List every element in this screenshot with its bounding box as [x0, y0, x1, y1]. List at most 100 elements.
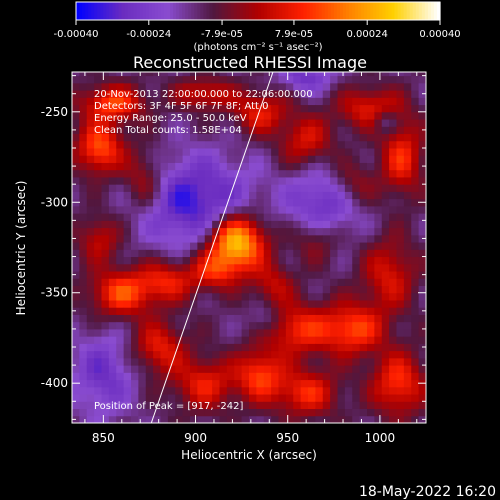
heatmap-cell [108, 307, 117, 315]
heatmap-cell [101, 372, 110, 381]
heatmap-cell [330, 82, 338, 91]
heatmap-cell [212, 357, 220, 366]
heatmap-cell [197, 299, 206, 308]
heatmap-cell [308, 292, 316, 301]
heatmap-cell [234, 343, 243, 352]
heatmap-cell [418, 140, 426, 149]
heatmap-cell [396, 72, 405, 77]
heatmap-cell [249, 307, 257, 315]
heatmap-cell [374, 169, 383, 178]
heatmap-cell [234, 271, 243, 279]
heatmap-cell [403, 336, 412, 344]
heatmap-cell [293, 386, 302, 395]
heatmap-cell [249, 155, 257, 163]
heatmap-cell [411, 271, 420, 279]
heatmap-cell [204, 242, 213, 250]
heatmap-cell [101, 343, 110, 352]
heatmap-cell [330, 169, 338, 178]
heatmap-cell [212, 415, 220, 423]
heatmap-cell [367, 415, 375, 423]
heatmap-cell [204, 198, 213, 207]
heatmap-cell [308, 162, 316, 171]
heatmap-cell [352, 285, 361, 294]
heatmap-cell [381, 263, 390, 272]
heatmap-cell [212, 162, 220, 171]
heatmap-cell [263, 271, 272, 279]
heatmap-cell [241, 321, 250, 330]
heatmap-cell [374, 292, 383, 301]
heatmap-cell [116, 234, 125, 243]
colorbar-cell [391, 2, 396, 20]
heatmap-cell [131, 415, 139, 423]
heatmap-cell [101, 292, 110, 301]
heatmap-cell [153, 299, 161, 308]
heatmap-cell [330, 205, 338, 214]
heatmap-cell [381, 249, 390, 258]
heatmap-cell [381, 75, 390, 84]
heatmap-cell [226, 119, 235, 127]
heatmap-cell [344, 394, 353, 402]
heatmap-cell [160, 72, 169, 77]
heatmap-cell [160, 401, 169, 410]
heatmap-cell [182, 379, 191, 388]
heatmap-cell [374, 314, 383, 323]
heatmap-cell [359, 155, 368, 163]
heatmap-cell [330, 75, 338, 84]
heatmap-cell [374, 133, 383, 142]
heatmap-cell [278, 336, 287, 344]
heatmap-cell [145, 299, 154, 308]
heatmap-cell [330, 220, 338, 229]
heatmap-cell [249, 415, 257, 423]
heatmap-cell [79, 357, 88, 366]
heatmap-cell [160, 379, 169, 388]
heatmap-cell [167, 198, 176, 207]
heatmap-cell [344, 343, 353, 352]
heatmap-cell [403, 162, 412, 171]
heatmap-cell [396, 140, 405, 149]
heatmap-cell [344, 234, 353, 243]
heatmap-cell [212, 336, 220, 344]
heatmap-cell [182, 234, 191, 243]
heatmap-cell [403, 401, 412, 410]
heatmap-cell [219, 357, 228, 366]
heatmap-cell [293, 90, 302, 98]
heatmap-cell [79, 133, 88, 142]
heatmap-cell [123, 205, 132, 214]
heatmap-cell [153, 242, 161, 250]
heatmap-cell [256, 220, 265, 229]
colorbar: -0.00040 -0.00024 -7.9e-05 7.9e-05 0.00024 0.… [54, 1, 461, 53]
heatmap-cell [167, 379, 176, 388]
heatmap-cell [131, 314, 139, 323]
heatmap-cell [79, 386, 88, 395]
heatmap-cell [175, 162, 184, 171]
heatmap-cell [389, 133, 397, 142]
heatmap-cell [167, 97, 176, 106]
heatmap-cell [108, 365, 117, 373]
heatmap-cell [271, 119, 279, 127]
heatmap-cell [167, 162, 176, 171]
heatmap-cell [167, 205, 176, 214]
heatmap-cell [374, 162, 383, 171]
heatmap-cell [86, 126, 95, 135]
heatmap-cell [234, 357, 243, 366]
heatmap-cell [330, 408, 338, 417]
heatmap-cell [330, 256, 338, 265]
heatmap-cell [94, 176, 102, 185]
heatmap-cell [234, 176, 243, 185]
heatmap-cell [204, 386, 213, 395]
heatmap-cell [219, 292, 228, 301]
heatmap-cell [204, 401, 213, 410]
heatmap-cell [175, 328, 184, 337]
heatmap-cell [396, 394, 405, 402]
heatmap-cell [145, 213, 154, 221]
heatmap-cell [108, 394, 117, 402]
heatmap-cell [116, 82, 125, 91]
heatmap-cell [285, 126, 294, 135]
heatmap-cell [359, 336, 368, 344]
heatmap-cell [308, 379, 316, 388]
heatmap-cell [190, 213, 198, 221]
heatmap-cell [285, 198, 294, 207]
heatmap-cell [359, 234, 368, 243]
colorbar-cell [406, 2, 411, 20]
colorbar-cell [145, 2, 150, 20]
